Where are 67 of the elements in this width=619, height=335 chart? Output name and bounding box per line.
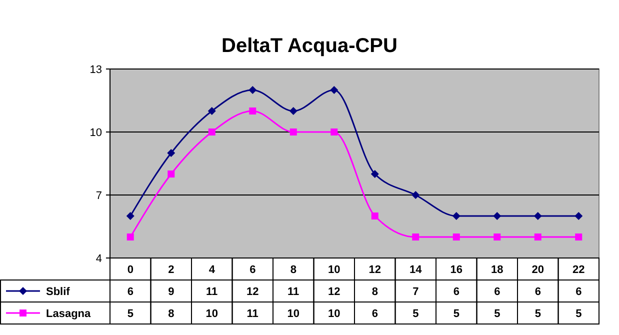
data-label: 8 [168,308,174,320]
point [289,107,298,115]
point [249,108,256,114]
point [126,234,134,240]
point [452,212,460,220]
y-tick-label: 7 [96,190,102,202]
legend-label: Lasagna [46,308,92,320]
data-label: 12 [246,286,259,298]
y-tick-label: 13 [90,64,102,76]
data-label: 11 [246,308,258,320]
point [208,128,216,136]
x-tick-label: 12 [368,264,381,276]
data-label: 6 [576,286,582,298]
point [493,212,502,220]
chart-title: DeltaT Acqua-CPU [222,35,398,57]
point [575,234,582,240]
data-label: 5 [576,308,582,320]
data-label: 5 [494,308,500,320]
data-label: 8 [372,286,378,298]
data-label: 11 [288,286,300,298]
point [208,107,216,115]
point [126,212,134,220]
point [494,234,501,240]
point [452,234,460,240]
point [534,212,542,220]
x-tick-label: 16 [450,264,462,276]
data-label: 5 [127,308,134,320]
x-tick-label: 20 [532,264,544,276]
point [248,86,257,94]
data-label: 5 [412,308,419,320]
data-label: 10 [206,308,218,320]
point [371,212,378,220]
y-tick-label: 10 [90,127,102,139]
data-label: 11 [206,286,218,298]
point [330,86,338,94]
y-tick-label: 4 [96,253,102,265]
point [290,128,297,136]
data-label: 6 [534,286,541,298]
x-tick-label: 18 [491,264,504,276]
point [534,234,542,240]
x-tick-label: 0 [127,264,134,276]
point [370,170,379,178]
data-label: 6 [127,286,134,298]
point [412,191,420,199]
x-tick-label: 4 [208,264,216,276]
data-label: 5 [534,308,541,320]
x-tick-label: 14 [410,264,423,276]
data-label: 6 [494,286,500,298]
point [168,170,175,178]
x-tick-label: 10 [328,264,340,276]
x-tick-label: 2 [168,264,174,276]
data-label: 5 [453,308,460,320]
data-label: 10 [287,308,300,320]
data-label: 12 [328,286,340,298]
point [574,212,583,220]
point [167,149,176,157]
data-label: 6 [453,286,460,298]
data-label: 6 [372,308,378,320]
point [412,234,420,240]
data-label: 9 [168,286,174,298]
data-label: 7 [412,286,419,298]
x-tick-label: 22 [572,264,585,276]
point [330,128,338,136]
legend-label: Sblif [46,286,70,298]
data-label: 10 [328,308,340,320]
x-tick-label: 6 [250,264,256,276]
x-tick-label: 8 [290,264,296,276]
